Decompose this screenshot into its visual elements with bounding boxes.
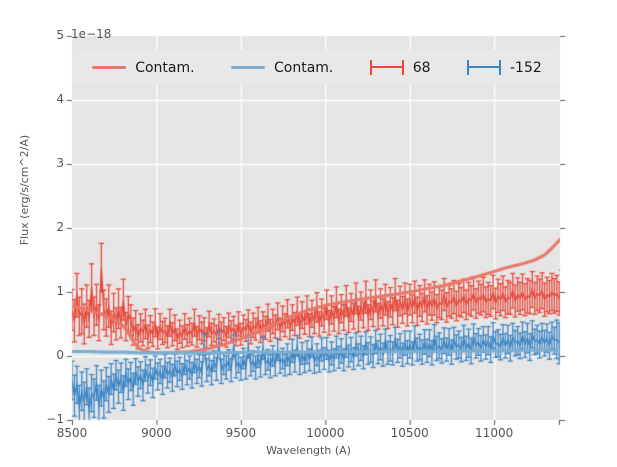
x-tick-label: 9000 bbox=[141, 426, 172, 440]
legend-errorbar-neg152[interactable]: -152 bbox=[467, 60, 542, 76]
legend-label: 68 bbox=[412, 59, 431, 76]
legend-contam-red[interactable]: Contam. bbox=[92, 59, 195, 76]
y-tick-label: 4 bbox=[56, 92, 64, 106]
legend-errorbar-capr bbox=[401, 60, 404, 75]
legend-errorbar-bar bbox=[467, 66, 501, 68]
legend-label: -152 bbox=[510, 59, 542, 76]
x-tick-label: 8500 bbox=[56, 426, 88, 440]
legend-errorbar-68[interactable]: 68 bbox=[369, 59, 431, 76]
legend-line-swatch-icon bbox=[92, 66, 127, 69]
legend-contam-blue[interactable]: Contam. bbox=[230, 59, 334, 76]
y-tick-label: 1 bbox=[56, 284, 64, 298]
legend-errorbar-bar bbox=[369, 66, 404, 68]
x-axis-label: Wavelength (A) bbox=[266, 444, 351, 457]
legend-errorbar-swatch-icon bbox=[467, 60, 501, 75]
y-axis-offset-text: 1e−18 bbox=[71, 27, 112, 41]
y-tick-label: 3 bbox=[56, 156, 64, 170]
legend-errorbar-capl bbox=[369, 60, 372, 75]
x-tick-label: 10000 bbox=[306, 426, 345, 440]
y-tick-label: 2 bbox=[56, 220, 64, 234]
y-tick-label: 5 bbox=[56, 28, 64, 42]
legend-label: Contam. bbox=[273, 59, 334, 76]
x-tick-label: 9500 bbox=[225, 426, 257, 440]
x-tick-label: 10500 bbox=[390, 426, 429, 440]
x-tick-label: 11000 bbox=[475, 426, 514, 440]
legend-errorbar-swatch-icon bbox=[369, 60, 404, 75]
legend[interactable]: Contam. Contam. 68 -152 bbox=[74, 50, 560, 85]
legend-errorbar-capl bbox=[467, 60, 469, 75]
y-tick-label: −1 bbox=[46, 412, 64, 426]
y-axis-label: Flux (erg/s/cm^2/A) bbox=[18, 134, 31, 246]
legend-errorbar-capr bbox=[499, 60, 501, 75]
y-tick-label: 0 bbox=[56, 348, 64, 362]
legend-line-swatch-icon bbox=[230, 66, 265, 69]
legend-label: Contam. bbox=[135, 59, 195, 76]
